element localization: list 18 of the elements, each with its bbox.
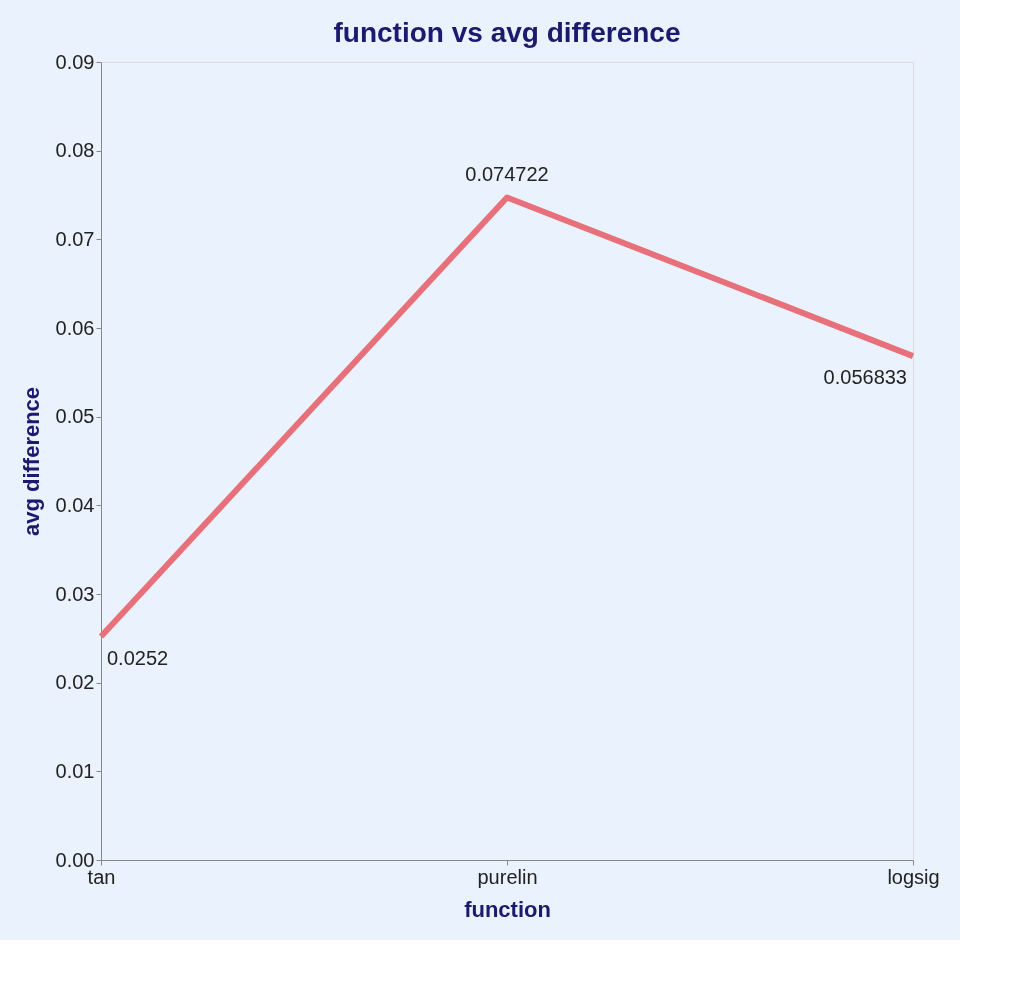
y-tick-label: 0.07 [55,227,95,250]
y-tick-label: 0.09 [55,50,95,73]
y-tick-label: 0.03 [55,582,95,605]
chart-title: function vs avg difference [333,17,681,48]
data-label: 0.056833 [823,366,907,389]
y-tick-label: 0.08 [55,139,95,162]
y-tick-label: 0.05 [55,405,95,428]
x-axis-title: function [464,896,551,922]
y-tick-label: 0.00 [55,848,95,871]
data-label: 0.074722 [465,163,549,186]
x-tick-label: logsig [887,865,940,888]
y-tick-label: 0.06 [55,316,95,339]
y-axis-title: avg difference [18,386,44,537]
y-tick-label: 0.02 [55,671,95,694]
x-tick-label: purelin [477,865,538,888]
y-tick-label: 0.04 [55,493,95,516]
data-label: 0.0252 [107,646,169,669]
y-tick-label: 0.01 [55,759,95,782]
